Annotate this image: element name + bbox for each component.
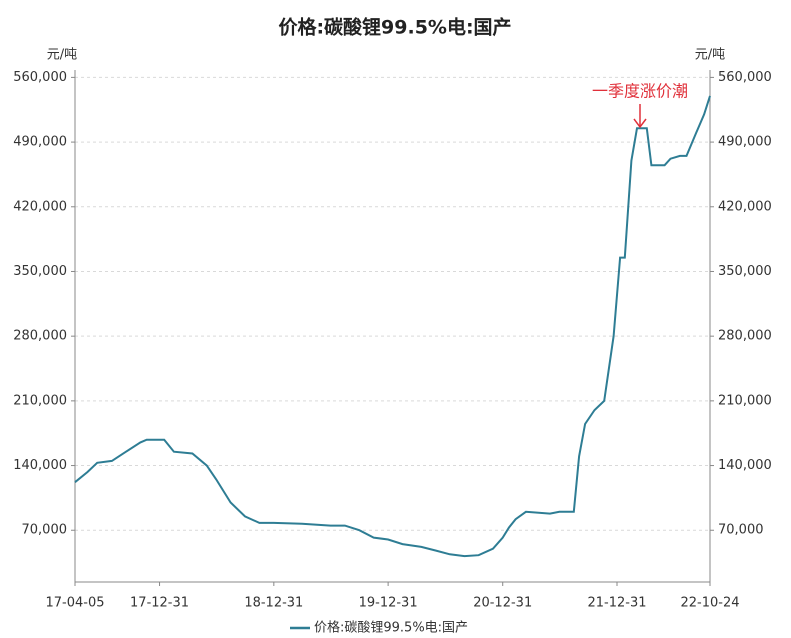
y2-tick-label: 490,000 (718, 135, 772, 150)
y2-unit: 元/吨 (695, 48, 725, 63)
y2-tick-label: 70,000 (718, 523, 764, 538)
legend-label: 价格:碳酸锂99.5%电:国产 (314, 620, 468, 636)
x-tick-label: 20-12-31 (473, 596, 532, 611)
y-tick-label: 420,000 (13, 199, 67, 214)
y-tick-label: 70,000 (22, 523, 68, 538)
y-tick-label: 280,000 (13, 329, 67, 344)
x-tick-label: 17-12-31 (130, 596, 189, 611)
x-tick-label: 21-12-31 (587, 596, 646, 611)
chart-title: 价格:碳酸锂99.5%电:国产 (278, 16, 511, 39)
x-tick-label: 19-12-31 (359, 596, 418, 611)
x-tick-label: 17-04-05 (45, 596, 104, 611)
y-unit: 元/吨 (47, 48, 77, 63)
series-line (74, 95, 711, 558)
y2-tick-label: 210,000 (718, 393, 772, 408)
y2-tick-label: 560,000 (718, 70, 772, 85)
x-tick-label: 22-10-24 (680, 596, 739, 611)
y-tick-label: 210,000 (13, 393, 67, 408)
y-tick-label: 490,000 (13, 135, 67, 150)
y-tick-label: 560,000 (13, 70, 67, 85)
annotation-arrowhead (633, 118, 647, 129)
annotation: 一季度涨价潮 (592, 82, 688, 101)
y2-tick-label: 420,000 (718, 199, 772, 214)
y-tick-label: 140,000 (13, 458, 67, 473)
y-tick-label: 350,000 (13, 264, 67, 279)
y2-tick-label: 350,000 (718, 264, 772, 279)
x-tick-label: 18-12-31 (244, 596, 303, 611)
y2-tick-label: 280,000 (718, 329, 772, 344)
y2-tick-label: 140,000 (718, 458, 772, 473)
